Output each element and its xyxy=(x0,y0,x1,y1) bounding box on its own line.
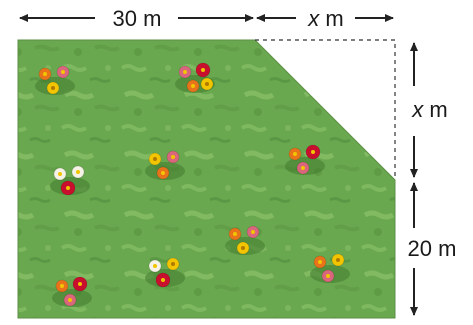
flower-center xyxy=(68,298,72,302)
flower-center xyxy=(183,70,187,74)
flower-center xyxy=(61,70,65,74)
flower-cluster xyxy=(35,65,75,95)
garden-outline xyxy=(17,39,396,319)
flower-cluster xyxy=(175,62,215,93)
top-left-dimension-label: 30 m xyxy=(113,6,162,31)
flower-cluster xyxy=(145,150,185,180)
cut-corner-dashed-outline xyxy=(255,39,396,180)
flower-layer xyxy=(35,62,350,307)
flower-cluster xyxy=(285,144,325,175)
flower-center xyxy=(293,152,297,156)
flower-center xyxy=(301,166,305,170)
flower-center xyxy=(326,274,330,278)
flower-center xyxy=(153,264,157,268)
flower-center xyxy=(191,84,195,88)
flower-center xyxy=(161,278,165,282)
flower-center xyxy=(78,282,82,286)
flower-center xyxy=(60,284,64,288)
flower-center xyxy=(171,155,175,159)
flower-center xyxy=(76,170,80,174)
flower-center xyxy=(171,262,175,266)
flower-center xyxy=(201,68,205,72)
flower-center xyxy=(153,157,157,161)
flower-center xyxy=(336,258,340,262)
flower-center xyxy=(66,186,70,190)
flower-cluster xyxy=(145,257,185,288)
flower-center xyxy=(51,86,55,90)
flower-center xyxy=(43,72,47,76)
flower-center xyxy=(205,82,209,86)
flower-center xyxy=(233,232,237,236)
right-lower-dimension-label: 20 m xyxy=(408,236,457,261)
flower-cluster xyxy=(225,225,265,255)
flower-center xyxy=(58,172,62,176)
flower-center xyxy=(251,230,255,234)
flower-center xyxy=(161,171,165,175)
top-right-dimension-label: x m xyxy=(307,6,343,31)
flower-center xyxy=(311,150,315,154)
flower-center xyxy=(318,260,322,264)
flower-center xyxy=(241,246,245,250)
right-upper-dimension-label: x m xyxy=(411,97,447,122)
flower-cluster xyxy=(50,165,90,196)
flower-cluster xyxy=(310,253,350,283)
flower-cluster xyxy=(52,276,92,307)
